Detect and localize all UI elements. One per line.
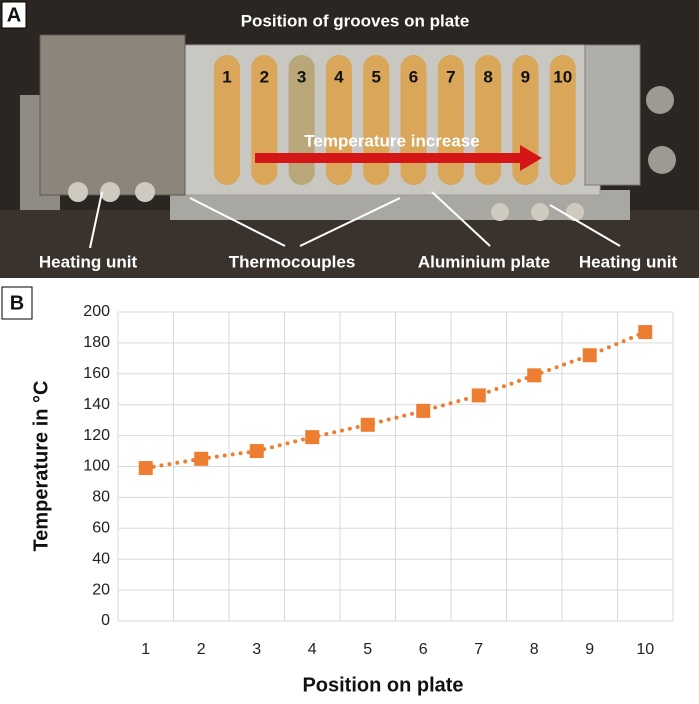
panel-label: B — [10, 292, 24, 314]
groove-number: 9 — [521, 67, 530, 86]
fitting — [566, 203, 584, 221]
x-tick-label: 1 — [141, 641, 150, 658]
x-tick-label: 9 — [585, 641, 594, 658]
panel-label-box — [1, 1, 27, 29]
groove — [400, 55, 427, 185]
groove — [475, 55, 502, 185]
point — [527, 368, 542, 383]
x-tick-label: 3 — [252, 641, 261, 658]
groove-number: 4 — [334, 67, 344, 86]
x-tick-label: 4 — [308, 641, 317, 658]
groove — [288, 55, 315, 185]
y-tick-label: 120 — [83, 427, 110, 444]
groove — [437, 55, 464, 185]
groove-number: 8 — [483, 67, 492, 86]
point — [249, 444, 264, 459]
x-tick-label: 7 — [474, 641, 483, 658]
point — [194, 451, 209, 466]
point — [416, 403, 431, 418]
y-tick-label: 140 — [83, 396, 110, 413]
groove-number: 7 — [446, 67, 455, 86]
point — [638, 325, 653, 340]
point — [471, 388, 486, 403]
grooves: 1 2 3 4 5 6 7 8 9 10 — [214, 55, 576, 185]
panel-label: A — [7, 4, 21, 26]
y-tick-label: 80 — [92, 489, 110, 506]
x-axis-title: Position on plate — [302, 674, 463, 696]
y-tick-label: 160 — [83, 365, 110, 382]
y-tick-label: 20 — [92, 581, 110, 598]
groove — [251, 55, 278, 185]
groove-number: 3 — [297, 67, 306, 86]
y-tick-label: 100 — [83, 458, 110, 475]
y-tick-label: 180 — [83, 334, 110, 351]
heating-unit-right — [584, 44, 641, 186]
chart: 0 20 40 60 80 100 120 140 160 180 200 1 2 3 4 5 6 7 8 9 10 — [83, 303, 674, 658]
groove-number: 10 — [553, 67, 572, 86]
x-tick-label: 6 — [419, 641, 428, 658]
point — [305, 430, 320, 445]
y-axis-title: Temperature in °C — [30, 381, 52, 552]
fitting — [491, 203, 509, 221]
groove — [325, 55, 352, 185]
groove — [549, 55, 576, 185]
photo-label: Aluminium plate — [418, 252, 550, 271]
groove-number: 6 — [409, 67, 418, 86]
photo-label: Thermocouples — [229, 252, 356, 271]
fitting — [531, 203, 549, 221]
pointer-arrows — [89, 191, 621, 249]
temperature-arrow — [255, 145, 542, 171]
y-tick-label: 60 — [92, 520, 110, 537]
y-tick-label: 200 — [83, 303, 110, 320]
photo-label: Heating unit — [39, 252, 138, 271]
photo-title: Position of grooves on plate — [241, 11, 470, 30]
groove — [214, 55, 240, 185]
point — [582, 348, 597, 363]
point — [138, 461, 153, 476]
x-tick-label: 5 — [363, 641, 372, 658]
point — [360, 417, 375, 432]
fitting — [68, 182, 88, 202]
series-line — [143, 330, 648, 471]
groove-number: 5 — [371, 67, 380, 86]
groove — [363, 55, 390, 185]
panel-label-box — [1, 286, 33, 320]
y-tick-label: 0 — [101, 612, 110, 629]
fitting — [646, 86, 674, 114]
arrow-label: Temperature increase — [304, 131, 479, 150]
groove-number: 1 — [222, 67, 231, 86]
fitting — [135, 182, 155, 202]
x-tick-label: 2 — [197, 641, 206, 658]
heating-unit-left — [39, 34, 186, 196]
fitting — [648, 146, 676, 174]
x-tick-label: 10 — [636, 641, 654, 658]
fitting — [100, 182, 120, 202]
x-tick-label: 8 — [530, 641, 539, 658]
photo — [0, 0, 699, 278]
groove-number: 2 — [260, 67, 269, 86]
y-tick-label: 40 — [92, 550, 110, 567]
photo-label: Heating unit — [579, 252, 678, 271]
